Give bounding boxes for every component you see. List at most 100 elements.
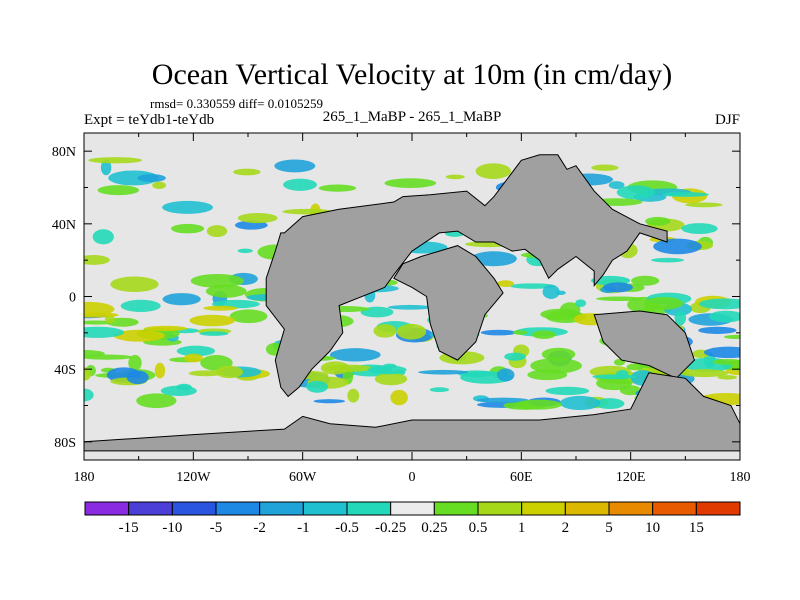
- anomaly-patch: [470, 251, 517, 267]
- colorbar-label: 10: [645, 520, 660, 536]
- anomaly-patch: [545, 386, 590, 396]
- anomaly-patch: [674, 310, 687, 326]
- y-axis: 80N 40N 0 40S 80S: [52, 145, 740, 451]
- anomaly-patch: [532, 330, 556, 339]
- anomaly-patch: [144, 325, 188, 332]
- anomaly-patch: [329, 348, 381, 362]
- anomaly-patch: [189, 314, 236, 327]
- anomaly-patch: [320, 361, 350, 375]
- anomaly-patch: [540, 308, 582, 320]
- anomaly-patch: [100, 159, 112, 176]
- colorbar-label: -2: [253, 520, 266, 536]
- anomaly-patch: [445, 174, 465, 180]
- anomaly-patch: [199, 331, 229, 336]
- anomaly-patch: [84, 312, 119, 318]
- colorbar-swatch: [390, 501, 435, 516]
- anomaly-patch: [374, 372, 408, 386]
- anomaly-patch: [429, 387, 450, 393]
- land-polygon: [265, 154, 668, 398]
- anomaly-patch: [542, 284, 560, 299]
- anomaly-patch: [643, 297, 684, 310]
- anomaly-patch: [703, 346, 740, 359]
- anomaly-patch: [527, 369, 568, 381]
- anomaly-patch: [541, 347, 576, 362]
- anomaly-patch: [476, 397, 530, 403]
- colorbar-label: 0.5: [469, 520, 488, 536]
- colorbar-label: -0.25: [375, 520, 406, 536]
- anomaly-patch: [126, 370, 149, 385]
- y-tick-label: 0: [69, 291, 76, 306]
- anomaly-patch: [188, 370, 224, 377]
- anomaly-patch: [318, 184, 357, 192]
- map-plot-area: [84, 133, 740, 460]
- anomaly-patch: [384, 178, 437, 188]
- x-axis: 180 120W 60W 0 60E 120E 180: [74, 133, 751, 485]
- colorbar-label: 5: [605, 520, 613, 536]
- anomaly-patch: [313, 399, 346, 404]
- anomaly-patch: [504, 352, 526, 361]
- anomaly-patch: [512, 330, 528, 335]
- anomaly-patch: [685, 202, 723, 208]
- anomaly-patch: [373, 324, 397, 338]
- anomaly-patch: [84, 367, 92, 381]
- anomaly-patch: [176, 345, 216, 357]
- anomaly-patch: [203, 305, 238, 311]
- anomaly-patch: [608, 181, 625, 190]
- colorbar-label: 1: [518, 520, 526, 536]
- colorbar-swatch: [564, 501, 610, 516]
- colorbar-label: -5: [210, 520, 223, 536]
- land-polygon: [393, 245, 504, 361]
- colorbar-swatch: [433, 501, 479, 516]
- anomaly-patch: [390, 389, 408, 406]
- anomaly-patch: [283, 178, 317, 191]
- anomaly-patch: [651, 257, 685, 263]
- anomaly-patch: [497, 280, 515, 288]
- colorbar-label: 15: [689, 520, 704, 536]
- colorbar-swatch: [128, 501, 173, 516]
- colorbar-label: 0.25: [421, 520, 447, 536]
- anomaly-patch: [681, 223, 718, 235]
- anomaly-patch: [596, 376, 633, 391]
- colorbar-swatch: [346, 501, 392, 516]
- anomaly-patch: [594, 398, 625, 410]
- anomaly-patch: [162, 293, 201, 306]
- anomaly-patch: [514, 399, 563, 410]
- y-tick-label: 80S: [54, 436, 76, 451]
- colorbar-label: -1: [297, 520, 310, 536]
- anomaly-patch: [698, 298, 740, 310]
- anomaly-patch: [237, 213, 278, 224]
- anomaly-patch: [631, 275, 660, 286]
- x-tick-label: 60E: [510, 470, 533, 485]
- colorbar-swatch: [171, 501, 217, 516]
- anomaly-patch: [170, 223, 205, 234]
- stats-text: rmsd= 0.330559 diff= 0.0105259: [150, 96, 323, 111]
- anomaly-patch: [237, 248, 253, 254]
- center-label: 265_1_MaBP - 265_1_MaBP: [323, 109, 502, 125]
- anomaly-patch: [120, 299, 161, 312]
- anomaly-patch: [152, 181, 167, 190]
- anomaly-patch: [84, 388, 94, 402]
- anomaly-patch: [480, 329, 517, 336]
- colorbar-swatch: [477, 501, 523, 516]
- right-label: DJF: [715, 112, 740, 128]
- colorbar-swatch: [302, 501, 348, 516]
- anomaly-patch: [698, 326, 737, 334]
- y-tick-label: 40S: [54, 363, 76, 378]
- anomaly-patch: [509, 283, 556, 289]
- anomaly-patch: [418, 369, 469, 375]
- anomaly-patch: [137, 174, 166, 183]
- colorbar: -15 -10 -5 -2 -1 -0.5 -0.25 0.25 0.5 1 2 5 10 15: [84, 501, 741, 536]
- colorbar-swatch: [521, 501, 566, 516]
- anomaly-patch: [382, 363, 397, 369]
- anomaly-patch: [190, 274, 245, 288]
- y-tick-label: 40N: [52, 218, 76, 233]
- anomaly-patch: [387, 304, 433, 310]
- colorbar-label: 2: [562, 520, 570, 536]
- anomaly-patch: [496, 368, 515, 382]
- anomaly-patch: [92, 229, 114, 245]
- colorbar-swatch: [215, 501, 261, 516]
- anomaly-patch: [154, 362, 166, 379]
- anomaly-patch: [575, 299, 587, 308]
- anomaly-patch: [724, 334, 740, 339]
- colorbar-label: -15: [119, 520, 139, 536]
